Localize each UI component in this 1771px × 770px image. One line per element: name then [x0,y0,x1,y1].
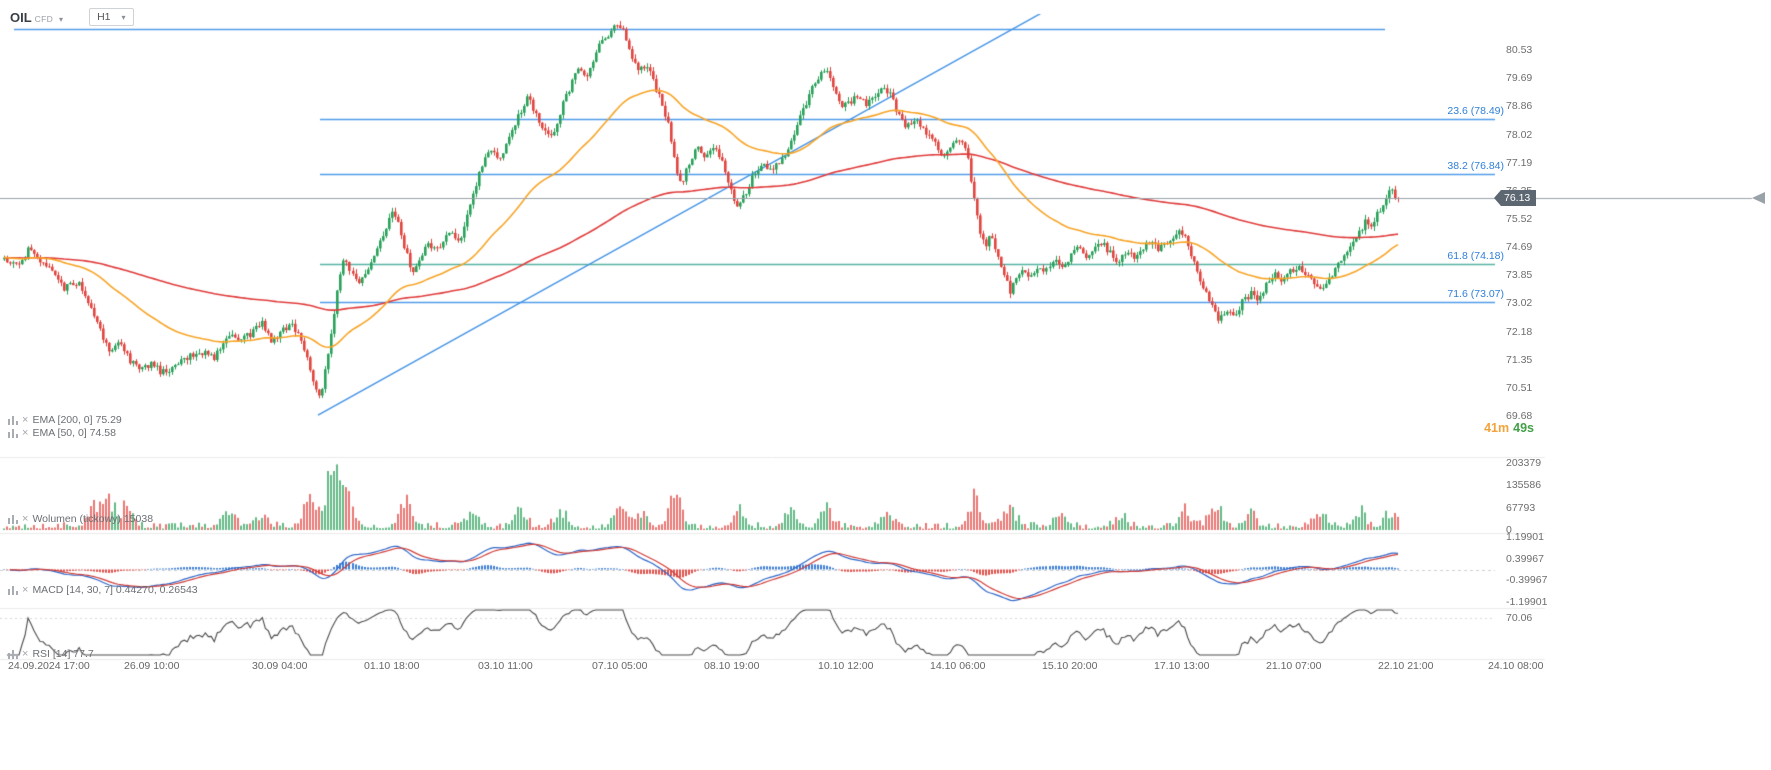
legend-volume[interactable]: × Wolumen (tickowy) 15038 [8,513,153,525]
ema200-legend-label: EMA [200, 0] 75.29 [32,414,122,426]
legend-ema200[interactable]: × EMA [200, 0] 75.29 [8,414,122,426]
remove-indicator-icon[interactable]: × [22,584,29,596]
timeframe-label: H1 [97,11,111,23]
timeframe-picker[interactable]: H1 ▾ [89,8,134,26]
macd-legend-label: MACD [14, 30, 7] 0.44270, 0.26543 [32,584,198,596]
ema50-legend-label: EMA [50, 0] 74.58 [32,427,116,439]
indicator-chart-icon[interactable] [8,585,18,595]
legend-macd[interactable]: × MACD [14, 30, 7] 0.44270, 0.26543 [8,584,198,596]
remove-indicator-icon[interactable]: × [22,414,29,426]
indicator-chart-icon[interactable] [8,415,18,425]
remove-indicator-icon[interactable]: × [22,648,29,660]
indicator-chart-icon[interactable] [8,649,18,659]
symbol-label: OIL [10,9,32,25]
indicator-chart-icon[interactable] [8,428,18,438]
chevron-down-icon: ▾ [59,14,64,24]
volume-legend-label: Wolumen (tickowy) 15038 [32,513,154,525]
current-price-pointer-icon[interactable] [1752,192,1765,204]
instrument-type-label: CFD [34,13,54,24]
symbol-picker[interactable]: OIL CFD ▾ [10,10,63,25]
current-price-badge: 76.13 [1494,190,1537,206]
chart-toolbar: OIL CFD ▾ H1 ▾ [10,8,134,26]
legend-ema50[interactable]: × EMA [50, 0] 74.58 [8,427,116,439]
remove-indicator-icon[interactable]: × [22,513,29,525]
timer-seconds: 49s [1513,421,1534,435]
candle-countdown-timer: 41m 49s [1484,421,1534,435]
rsi-legend-label: RSI [14] 77.7 [32,648,94,660]
timer-minutes: 41m [1484,421,1510,435]
legend-rsi[interactable]: × RSI [14] 77.7 [8,648,94,660]
remove-indicator-icon[interactable]: × [22,427,29,439]
indicator-chart-icon[interactable] [8,514,18,524]
chevron-down-icon: ▾ [121,12,126,22]
